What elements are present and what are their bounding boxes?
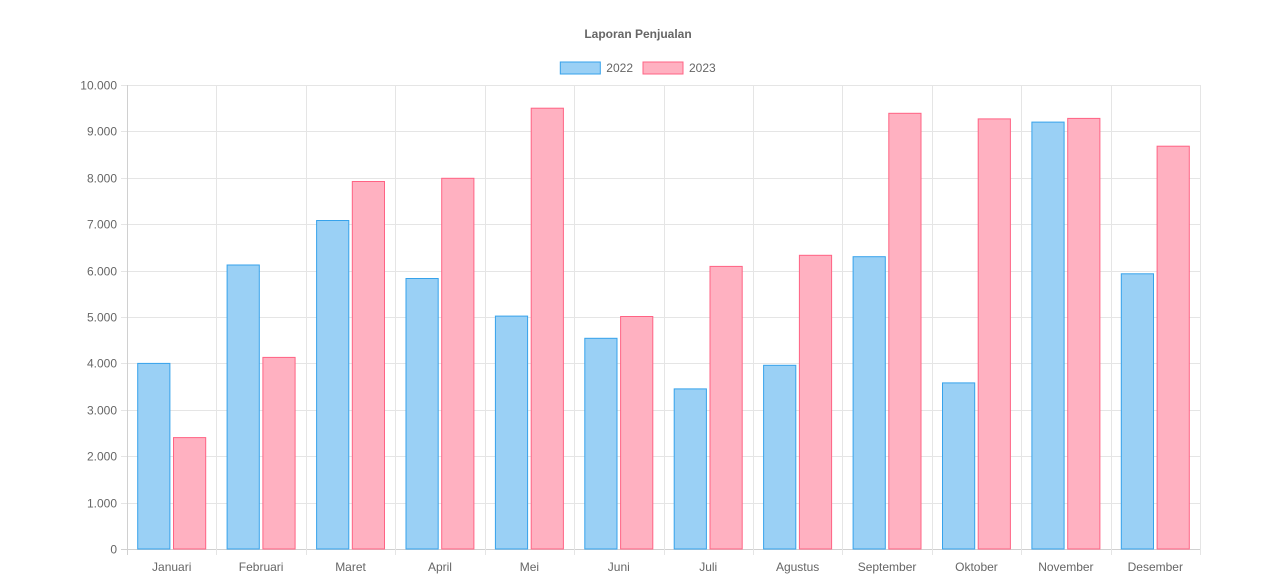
bar-2023-januari[interactable] xyxy=(173,437,207,550)
y-tick-label: 2.000 xyxy=(87,450,117,464)
y-axis: 0 1.000 2.000 3.000 4.000 5.000 6.000 7.000 8.00… xyxy=(80,79,117,557)
bar-2022-november[interactable] xyxy=(1031,121,1065,550)
bar-2023-juli[interactable] xyxy=(709,265,743,550)
x-tick-label: Januari xyxy=(152,560,191,574)
x-gridlines xyxy=(127,85,1201,555)
y-tick-label: 7.000 xyxy=(87,218,117,232)
y-tick-label: 1.000 xyxy=(87,497,117,511)
y-tick-label: 3.000 xyxy=(87,404,117,418)
x-tick-label: Mei xyxy=(520,560,539,574)
x-tick-label: April xyxy=(428,560,452,574)
x-tick-label: Juni xyxy=(608,560,630,574)
bar-2022-agustus[interactable] xyxy=(763,364,797,550)
x-tick-label: Agustus xyxy=(776,560,819,574)
bar-2022-juni[interactable] xyxy=(584,337,618,550)
x-tick-label: November xyxy=(1038,560,1093,574)
x-tick-label: Maret xyxy=(335,560,366,574)
y-tick-label: 0 xyxy=(110,543,117,557)
legend-label: 2023 xyxy=(689,61,716,75)
x-tick-label: Februari xyxy=(239,560,284,574)
x-axis: Januari Februari Maret April Mei Juni Juli Agus… xyxy=(152,560,1183,574)
bar-2023-februari[interactable] xyxy=(262,356,296,550)
bar-2022-mei[interactable] xyxy=(494,315,529,550)
bar-2023-mei[interactable] xyxy=(530,107,564,550)
bar-2022-desember[interactable] xyxy=(1120,273,1155,550)
bar-2022-oktober[interactable] xyxy=(942,382,976,550)
bar-2023-maret[interactable] xyxy=(351,181,385,550)
bar-2022-september[interactable] xyxy=(852,256,886,550)
legend-label: 2022 xyxy=(606,61,633,75)
x-tick-label: Desember xyxy=(1128,560,1183,574)
legend-swatch xyxy=(559,61,601,75)
bar-2023-oktober[interactable] xyxy=(977,118,1011,550)
bar-2023-september[interactable] xyxy=(888,112,922,550)
bar-2022-april[interactable] xyxy=(405,278,439,550)
legend-swatch xyxy=(642,61,684,75)
legend: 2022 2023 xyxy=(559,61,716,75)
bar-2022-februari[interactable] xyxy=(226,264,260,550)
bars xyxy=(137,107,1190,550)
bar-2023-juni[interactable] xyxy=(620,316,654,550)
bar-2023-november[interactable] xyxy=(1067,117,1101,550)
y-tick-label: 9.000 xyxy=(87,125,117,139)
bar-2023-desember[interactable] xyxy=(1156,145,1190,550)
bar-2023-agustus[interactable] xyxy=(798,254,833,550)
y-tick-label: 8.000 xyxy=(87,172,117,186)
x-tick-label: Oktober xyxy=(955,560,998,574)
y-gridlines xyxy=(121,85,1200,550)
y-tick-label: 6.000 xyxy=(87,265,117,279)
legend-item-2023[interactable]: 2023 xyxy=(642,61,716,75)
y-tick-label: 4.000 xyxy=(87,357,117,371)
y-tick-label: 5.000 xyxy=(87,311,117,325)
chart-title: Laporan Penjualan xyxy=(584,27,691,41)
legend-item-2022[interactable]: 2022 xyxy=(559,61,633,75)
y-tick-label: 10.000 xyxy=(80,79,117,93)
x-tick-label: Juli xyxy=(699,560,717,574)
bar-2022-juli[interactable] xyxy=(673,388,707,550)
bar-2022-januari[interactable] xyxy=(137,362,171,550)
bar-2023-april[interactable] xyxy=(441,177,475,550)
bar-2022-maret[interactable] xyxy=(316,220,350,550)
x-tick-label: September xyxy=(858,560,917,574)
